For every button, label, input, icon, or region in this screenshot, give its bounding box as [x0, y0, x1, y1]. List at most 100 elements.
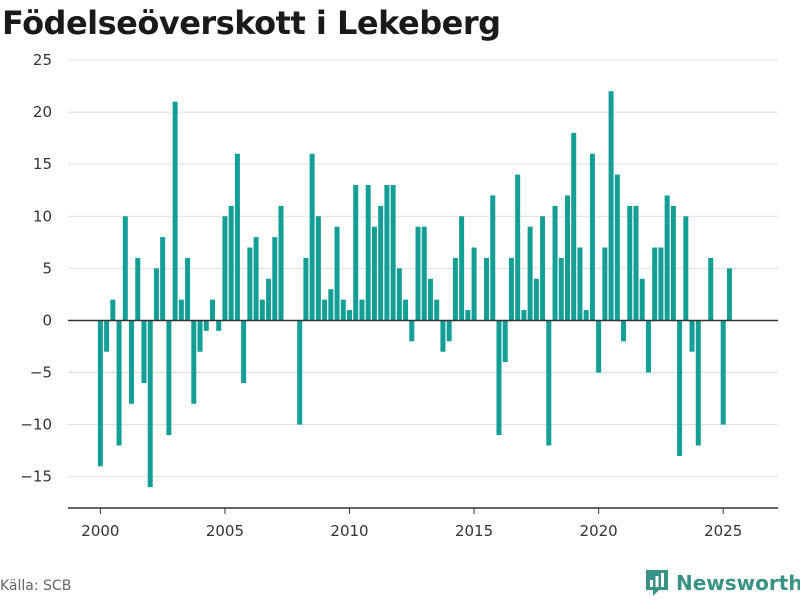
x-tick-label: 2025 [704, 522, 742, 540]
bar [216, 320, 222, 331]
bar [471, 247, 477, 321]
bar [508, 257, 514, 321]
bar [608, 91, 614, 321]
y-tick-label: −10 [20, 416, 52, 434]
bar [583, 310, 589, 321]
bar [97, 320, 103, 467]
bar [415, 226, 421, 321]
bar [185, 257, 191, 321]
bar [621, 320, 627, 342]
bar [347, 310, 353, 321]
y-tick-label: −5 [30, 364, 52, 382]
bar [272, 237, 278, 321]
bar [645, 320, 651, 373]
bar [160, 237, 166, 321]
bar [203, 320, 209, 331]
bar [521, 310, 527, 321]
bar [122, 216, 128, 321]
bar [658, 247, 664, 321]
bars [97, 91, 732, 488]
bar [546, 320, 552, 446]
bar [552, 205, 558, 321]
bar [141, 320, 147, 383]
bar [384, 185, 390, 321]
bar [234, 153, 240, 321]
grid-lines [68, 59, 778, 478]
bar [452, 257, 458, 321]
bar [378, 205, 384, 321]
bar [259, 299, 265, 321]
bar [639, 278, 645, 321]
bar [104, 320, 110, 352]
bar [315, 216, 321, 321]
bar [596, 320, 602, 373]
bar [540, 216, 546, 321]
bar [484, 257, 490, 321]
bar [502, 320, 508, 363]
bar [527, 226, 533, 321]
y-tick-label: 0 [42, 311, 52, 329]
brand-name: Newsworthy [676, 571, 800, 595]
newsworthy-logo-icon [646, 570, 668, 596]
bar [490, 195, 496, 321]
x-tick-label: 2015 [455, 522, 493, 540]
bar [241, 320, 247, 383]
bar [209, 299, 215, 321]
bar [359, 299, 365, 321]
bar [166, 320, 172, 436]
bar [172, 101, 178, 321]
bar [110, 299, 116, 321]
x-axis-ticks: 2000 2005 2010 2015 2020 2025 [81, 508, 742, 540]
bar [664, 195, 670, 321]
bar [334, 226, 340, 321]
bar [726, 268, 732, 321]
bar [278, 205, 284, 321]
bar [129, 320, 135, 404]
bar [533, 278, 539, 321]
bar [403, 299, 409, 321]
bar [564, 195, 570, 321]
bar [322, 299, 328, 321]
y-tick-label: 5 [42, 259, 52, 277]
bar [153, 268, 159, 321]
bar [689, 320, 695, 352]
bar [695, 320, 701, 446]
y-tick-label: 20 [33, 103, 52, 121]
bar [247, 247, 253, 321]
x-tick-label: 2005 [206, 522, 244, 540]
bar [135, 257, 141, 321]
bar [459, 216, 465, 321]
bar [515, 174, 521, 321]
bar [228, 205, 234, 321]
x-tick-label: 2020 [580, 522, 618, 540]
bar [589, 153, 595, 321]
bar [683, 216, 689, 321]
bar [303, 257, 309, 321]
bar [602, 247, 608, 321]
bar [222, 216, 228, 321]
y-tick-label: 15 [33, 155, 52, 173]
bar [371, 226, 377, 321]
bar [434, 299, 440, 321]
bar [652, 247, 658, 321]
bar [266, 278, 272, 321]
brand-logo: Newsworthy [644, 568, 800, 598]
bar [340, 299, 346, 321]
bar [178, 299, 184, 321]
bar [297, 320, 303, 425]
y-axis-ticks: 25 20 15 10 5 0 −5 −10 −15 [20, 51, 52, 486]
bar [309, 153, 315, 321]
bar [390, 185, 396, 321]
bar [365, 185, 371, 321]
bar [670, 205, 676, 321]
bar [409, 320, 415, 342]
bar [496, 320, 502, 436]
bar [191, 320, 197, 404]
y-tick-label: 25 [33, 51, 52, 69]
y-tick-label: 10 [33, 207, 52, 225]
bar [353, 185, 359, 321]
bar [465, 310, 471, 321]
bar [427, 278, 433, 321]
bar [720, 320, 726, 425]
bar [571, 132, 577, 321]
